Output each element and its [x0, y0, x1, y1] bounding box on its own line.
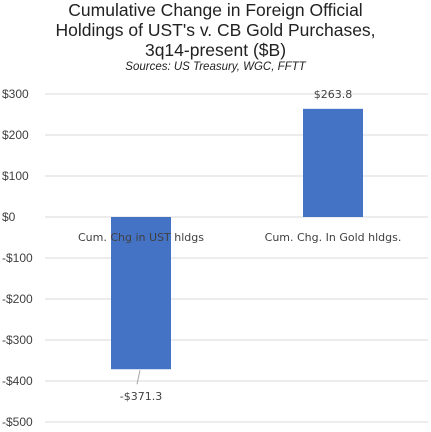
category-label: Cum. Chg. In Gold hldgs. — [265, 231, 402, 244]
y-tick-label: $100 — [2, 169, 29, 183]
chart-title-block: Cumulative Change in Foreign Official Ho… — [0, 0, 431, 74]
data-label-leader-line — [136, 370, 141, 385]
y-tick-label: -$400 — [2, 374, 33, 388]
bar — [303, 108, 363, 217]
data-label: $263.8 — [314, 88, 353, 101]
category-label: Cum. Chg in UST hldgs — [78, 231, 204, 244]
chart-subtitle: Sources: US Treasury, WGC, FFTT — [125, 61, 306, 73]
bar — [111, 217, 171, 370]
y-axis-tick-labels: $300 $200 $100 $0 -$100 -$200 -$300 -$400 -$500 — [2, 87, 33, 429]
y-tick-label: $200 — [2, 128, 29, 142]
category-labels: Cum. Chg in UST hldgs Cum. Chg. In Gold h… — [78, 231, 401, 244]
chart-title-line-1: Cumulative Change in Foreign Official — [68, 0, 363, 20]
y-tick-label: $300 — [2, 87, 29, 101]
y-tick-label: $0 — [2, 210, 16, 224]
y-tick-label: -$300 — [2, 333, 33, 347]
chart-title-line-2: Holdings of UST's v. CB Gold Purchases, — [55, 20, 376, 40]
gridlines — [45, 93, 428, 423]
y-tick-label: -$500 — [2, 415, 33, 429]
data-label: -$371.3 — [120, 390, 162, 403]
y-tick-label: -$200 — [2, 292, 33, 306]
y-tick-label: -$100 — [2, 251, 33, 265]
bars — [111, 108, 363, 370]
data-labels: -$371.3 $263.8 — [120, 88, 352, 403]
chart-title-line-3: 3q14-present ($B) — [144, 40, 287, 60]
